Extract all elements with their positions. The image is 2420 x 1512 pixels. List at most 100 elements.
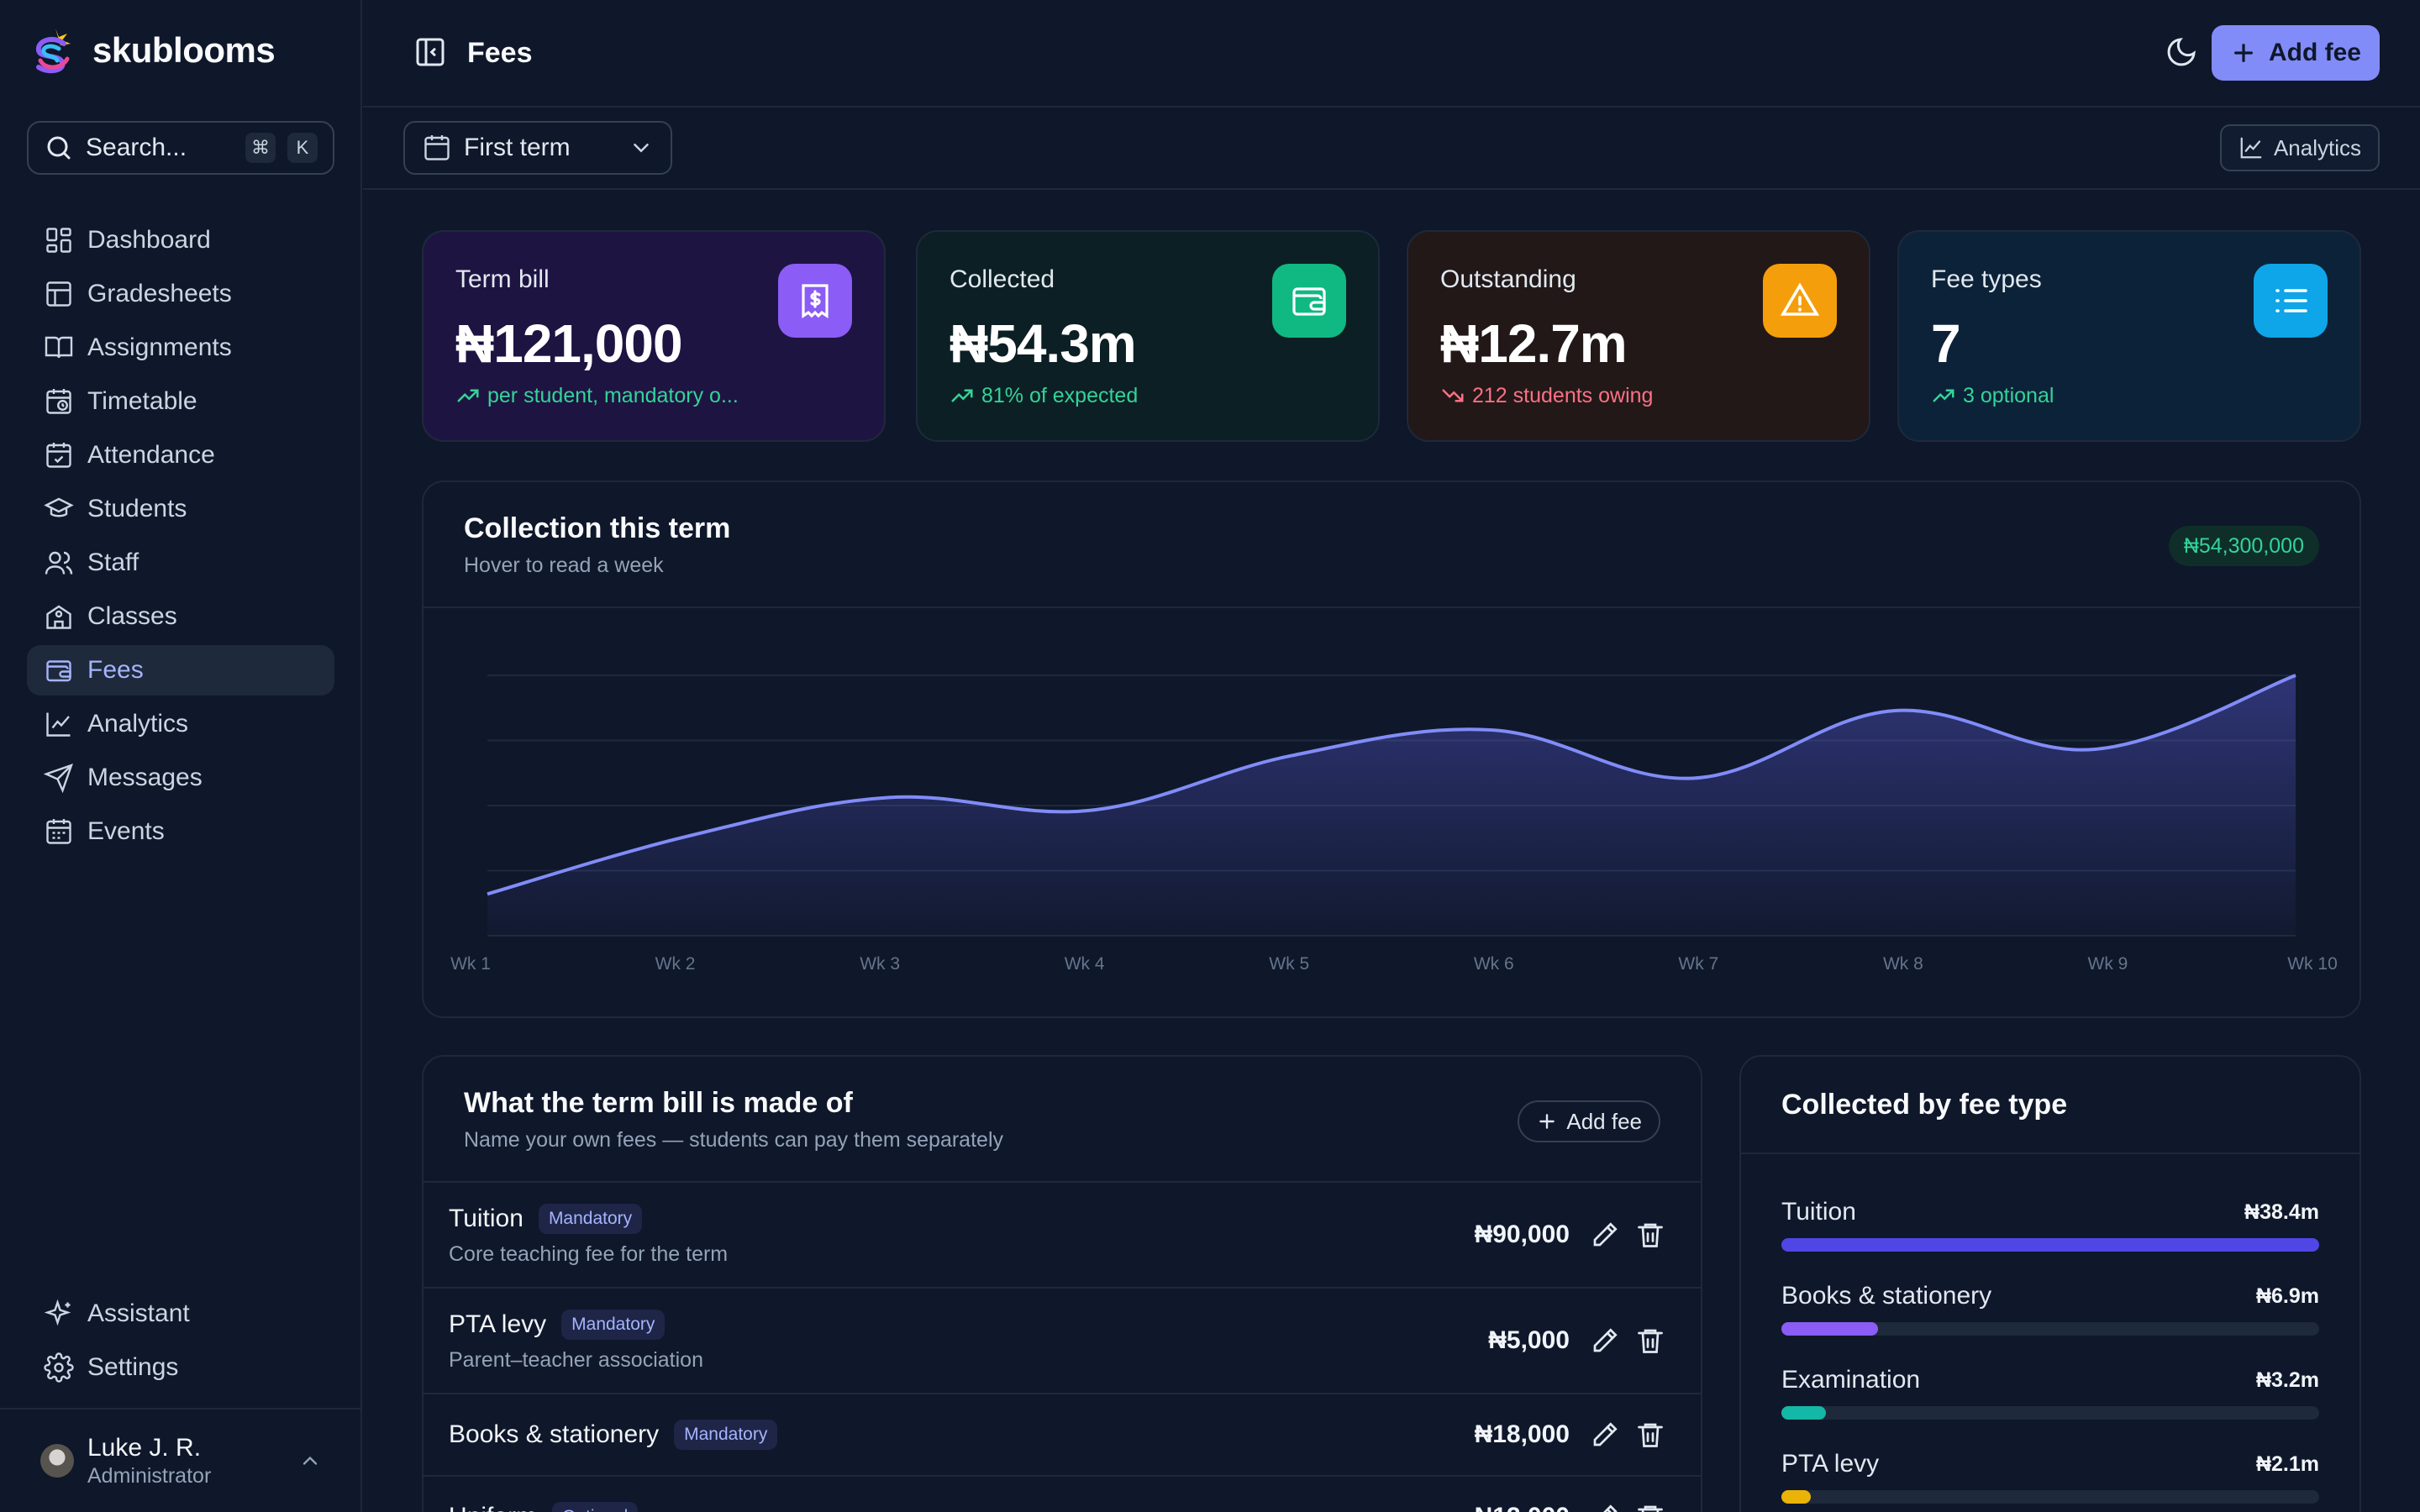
pencil-icon[interactable] <box>1590 1220 1620 1250</box>
kpi-outstanding: Outstanding ₦12.7m 212 students owing <box>1407 230 1870 442</box>
sidebar-item-events[interactable]: Events <box>27 806 334 857</box>
kpi-icon-badge <box>1763 264 1837 338</box>
kpi-sub: per student, mandatory o... <box>455 383 852 408</box>
calendar-check-icon <box>46 443 71 468</box>
term-bill-card: What the term bill is made of Name your … <box>422 1055 1702 1512</box>
kpi-label: Collected <box>950 265 1055 293</box>
x-tick-label: Wk 4 <box>1065 954 1105 974</box>
fee-name-line: Uniform Optional <box>449 1502 1676 1512</box>
sidebar-toggle-icon[interactable] <box>413 35 447 69</box>
kpi-label: Fee types <box>1931 265 2042 293</box>
term-select[interactable]: First term <box>403 121 672 175</box>
add-fee-small-button[interactable]: Add fee <box>1518 1100 1660 1142</box>
pencil-icon[interactable] <box>1590 1326 1620 1356</box>
search-input[interactable]: Search... ⌘ K <box>27 121 334 175</box>
sidebar-item-attendance[interactable]: Attendance <box>27 430 334 480</box>
trash-icon[interactable] <box>1635 1220 1665 1250</box>
list-icon <box>2275 289 2307 312</box>
fee-name-line: PTA levy Mandatory <box>449 1309 1676 1340</box>
trash-icon[interactable] <box>1635 1326 1665 1356</box>
trash-icon[interactable] <box>1635 1502 1665 1512</box>
trend-up-icon <box>457 389 479 402</box>
sidebar-item-students[interactable]: Students <box>27 484 334 534</box>
fee-type-value: ₦6.9m <box>2255 1284 2319 1308</box>
sidebar-item-label: Classes <box>87 602 177 630</box>
logo-icon <box>35 29 71 74</box>
fee-row-pta-levy[interactable]: PTA levy Mandatory Parent–teacher associ… <box>424 1289 1701 1394</box>
sidebar-item-gradesheets[interactable]: Gradesheets <box>27 269 334 319</box>
graduation-cap-icon <box>44 497 74 517</box>
x-tick-label: Wk 8 <box>1883 954 1923 974</box>
sidebar-item-classes[interactable]: Classes <box>27 591 334 642</box>
brand[interactable]: skublooms <box>30 25 276 76</box>
sidebar-item-assistant[interactable]: Assistant <box>27 1289 334 1339</box>
type-list: Tuition ₦38.4m Books & stationery ₦6.9m Exam… <box>1741 1154 2360 1512</box>
fee-actions <box>1590 1420 1665 1450</box>
kpi-icon-badge <box>778 264 852 338</box>
kpi-value: 7 <box>1931 313 1961 374</box>
table-icon <box>46 281 71 307</box>
sidebar-item-label: Messages <box>87 764 203 791</box>
fee-type-progress <box>1781 1322 2319 1336</box>
bill-title: What the term bill is made of <box>464 1087 853 1119</box>
sidebar-item-label: Timetable <box>87 387 197 415</box>
fee-row-tuition[interactable]: Tuition Mandatory Core teaching fee for … <box>424 1183 1701 1289</box>
chevron-down-icon <box>634 144 649 153</box>
sidebar-item-analytics[interactable]: Analytics <box>27 699 334 749</box>
sidebar-item-label: Staff <box>87 549 139 576</box>
trend-up-icon <box>951 389 973 402</box>
user-menu[interactable]: Luke J. R. Administrator <box>0 1408 362 1512</box>
sidebar-item-staff[interactable]: Staff <box>27 538 334 588</box>
school-icon <box>46 605 71 629</box>
fee-row-books[interactable]: Books & stationery Mandatory ₦18,000 <box>424 1394 1701 1477</box>
fee-name: Tuition <box>449 1204 523 1232</box>
fee-type-progress-fill <box>1781 1406 1827 1420</box>
kpi-sub-text: per student, mandatory o... <box>487 383 739 407</box>
bill-header: What the term bill is made of Name your … <box>424 1057 1701 1183</box>
fee-type-line: Tuition ₦38.4m <box>1781 1198 2319 1226</box>
pencil-icon[interactable] <box>1590 1502 1620 1512</box>
sidebar-item-messages[interactable]: Messages <box>27 753 334 803</box>
filter-bar: First term Analytics <box>363 109 2420 190</box>
kpi-label: Term bill <box>455 265 550 293</box>
sidebar-item-timetable[interactable]: Timetable <box>27 376 334 427</box>
sparkles-icon <box>44 1299 71 1326</box>
fee-type-item: Books & stationery ₦6.9m <box>1741 1282 2360 1336</box>
trash-icon[interactable] <box>1635 1420 1665 1450</box>
fee-type-line: Books & stationery ₦6.9m <box>1781 1282 2319 1310</box>
fee-amount: ₦12,000 <box>1475 1503 1570 1512</box>
sidebar-item-assignments[interactable]: Assignments <box>27 323 334 373</box>
sidebar-item-fees[interactable]: Fees <box>27 645 334 696</box>
fee-actions <box>1590 1220 1665 1250</box>
sidebar-item-settings[interactable]: Settings <box>27 1342 334 1393</box>
kpi-value: ₦54.3m <box>950 313 1137 374</box>
warning-icon <box>1780 282 1820 316</box>
kpi-label: Outstanding <box>1440 265 1576 293</box>
fee-type-progress <box>1781 1490 2319 1504</box>
receipt-icon <box>802 284 829 318</box>
sidebar-item-label: Dashboard <box>87 226 211 254</box>
fee-type-item: Tuition ₦38.4m <box>1741 1198 2360 1252</box>
sidebar-item-label: Assistant <box>87 1299 190 1327</box>
kpi-value: ₦121,000 <box>455 313 683 374</box>
fee-type-item: Examination ₦3.2m <box>1741 1366 2360 1420</box>
fee-description: Parent–teacher association <box>449 1347 703 1372</box>
sidebar: skublooms Search... ⌘ K Dashboard Grades… <box>0 0 362 1512</box>
analytics-button[interactable]: Analytics <box>2220 124 2380 171</box>
fee-row-uniform[interactable]: Uniform Optional ₦12,000 <box>424 1477 1701 1512</box>
sidebar-item-label: Assignments <box>87 333 232 361</box>
user-role: Administrator <box>87 1463 212 1488</box>
analytics-button-label: Analytics <box>2273 134 2362 160</box>
fee-type-progress-fill <box>1781 1322 1879 1336</box>
sidebar-item-dashboard[interactable]: Dashboard <box>27 215 334 265</box>
users-icon <box>45 551 73 575</box>
fee-name-line: Books & stationery Mandatory <box>449 1420 1676 1450</box>
add-fee-button[interactable]: Add fee <box>2212 25 2380 81</box>
fee-amount: ₦5,000 <box>1488 1326 1570 1354</box>
x-tick-label: Wk 5 <box>1269 954 1309 974</box>
chevron-up-icon[interactable] <box>298 1449 322 1473</box>
fee-type-progress <box>1781 1406 2319 1420</box>
collection-chart[interactable]: Wk 1 Wk 2 Wk 3 Wk 4 Wk 5 Wk 6 Wk 7 Wk 8 Wk 9 Wk 1… <box>424 608 2360 1016</box>
moon-icon[interactable] <box>2165 35 2198 69</box>
pencil-icon[interactable] <box>1590 1420 1620 1450</box>
